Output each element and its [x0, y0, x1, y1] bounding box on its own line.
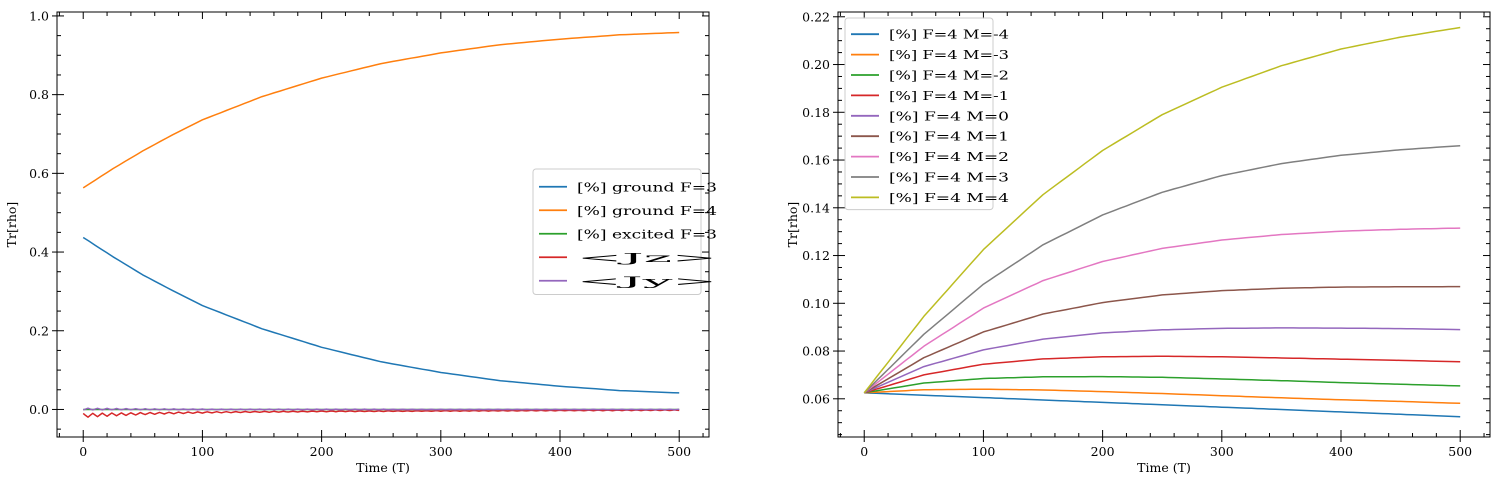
x-axis-label: Time (T) — [1137, 460, 1191, 475]
x-tick-label: 300 — [429, 444, 453, 459]
y-tick-label: 0.12 — [802, 248, 830, 263]
legend-entry: [%] ground F=3 — [577, 179, 717, 194]
x-tick-label: 400 — [548, 444, 572, 459]
legend-entry: [%] F=4 M=3 — [889, 170, 1009, 185]
series-line-7 — [863, 227, 1461, 394]
y-axis-label: Tr[rho] — [785, 202, 800, 248]
chart-panel-1: 0 100 200 300 400 500 0.0 0.2 0.4 0.6 0.8 1.0 Time (… — [4, 8, 717, 475]
legend-entry: [%] F=4 M=4 — [889, 190, 1009, 205]
legend-entry: [%] F=4 M=1 — [889, 129, 1009, 144]
x-tick-label: 0 — [79, 444, 87, 459]
series-line-4 — [863, 355, 1461, 394]
legend: [%] F=4 M=-4 [%] F=4 M=-3 [%] F=4 M=-2 [%] … — [844, 17, 1009, 211]
plot-area — [82, 31, 680, 418]
y-tick-label: 0.2 — [29, 323, 49, 338]
x-tick-label: 400 — [1329, 444, 1353, 459]
x-tick-label: 300 — [1210, 444, 1234, 459]
legend-entry: [%] ground F=4 — [577, 203, 717, 218]
x-tick-label: 100 — [190, 444, 214, 459]
plot-area — [863, 26, 1461, 418]
y-tick-label: 0.22 — [802, 9, 830, 24]
series-line-1 — [864, 392, 1461, 418]
chart-panel-2: 0 100 200 300 400 500 0.06 0.08 0.10 0.12 0.14 0.16… — [785, 9, 1491, 475]
y-tick-label: 0.14 — [802, 200, 830, 215]
series-line-5 — [82, 407, 680, 411]
y-tick-label: 0.20 — [802, 57, 830, 72]
x-tick-label: 0 — [860, 444, 868, 459]
y-tick-label: 0.08 — [802, 344, 830, 359]
series-line-1 — [82, 236, 680, 394]
series-line-2 — [864, 388, 1461, 405]
legend-entry: [%] F=4 M=0 — [889, 108, 1009, 123]
legend-entry: [%] F=4 M=2 — [889, 149, 1009, 164]
legend-entry: [%] excited F=3 — [577, 226, 717, 241]
y-axis-label: Tr[rho] — [4, 202, 19, 248]
y-tick-label: 0.16 — [802, 153, 830, 168]
y-tick-label: 0.8 — [29, 87, 49, 102]
legend: [%] ground F=3 [%] ground F=4 [%] excited … — [532, 168, 717, 295]
series-line-2 — [82, 31, 680, 189]
legend-box — [844, 17, 994, 211]
axes-frame — [56, 11, 710, 438]
series-line-8 — [863, 144, 1461, 394]
series-line-5 — [863, 327, 1461, 394]
y-tick-label: 0.4 — [29, 245, 49, 260]
x-tick-label: 200 — [310, 444, 334, 459]
legend-entry: <Jy> — [577, 273, 717, 288]
legend-entry: [%] F=4 M=-3 — [889, 47, 1009, 62]
x-tick-label: 500 — [1448, 444, 1472, 459]
series-line-4 — [82, 409, 680, 418]
x-tick-label: 200 — [1091, 444, 1115, 459]
axes-frame — [837, 11, 1491, 438]
y-tick-label: 1.0 — [29, 8, 49, 23]
x-tick-label: 100 — [971, 444, 995, 459]
series-line-3 — [864, 375, 1461, 394]
y-tick-label: 0.06 — [802, 391, 830, 406]
legend-box — [532, 168, 702, 295]
legend-entry: [%] F=4 M=-4 — [889, 27, 1009, 42]
legend-entry: [%] F=4 M=-2 — [889, 68, 1009, 83]
x-tick-label: 500 — [667, 444, 691, 459]
legend-entry: [%] F=4 M=-1 — [889, 88, 1009, 103]
y-tick-label: 0.0 — [29, 402, 49, 417]
legend-entry: <Jz> — [577, 250, 717, 265]
x-axis-label: Time (T) — [356, 460, 410, 475]
y-tick-label: 0.18 — [802, 105, 830, 120]
series-line-6 — [863, 285, 1461, 394]
y-tick-label: 0.10 — [802, 296, 830, 311]
series-line-9 — [863, 26, 1461, 394]
y-tick-label: 0.6 — [29, 166, 49, 181]
